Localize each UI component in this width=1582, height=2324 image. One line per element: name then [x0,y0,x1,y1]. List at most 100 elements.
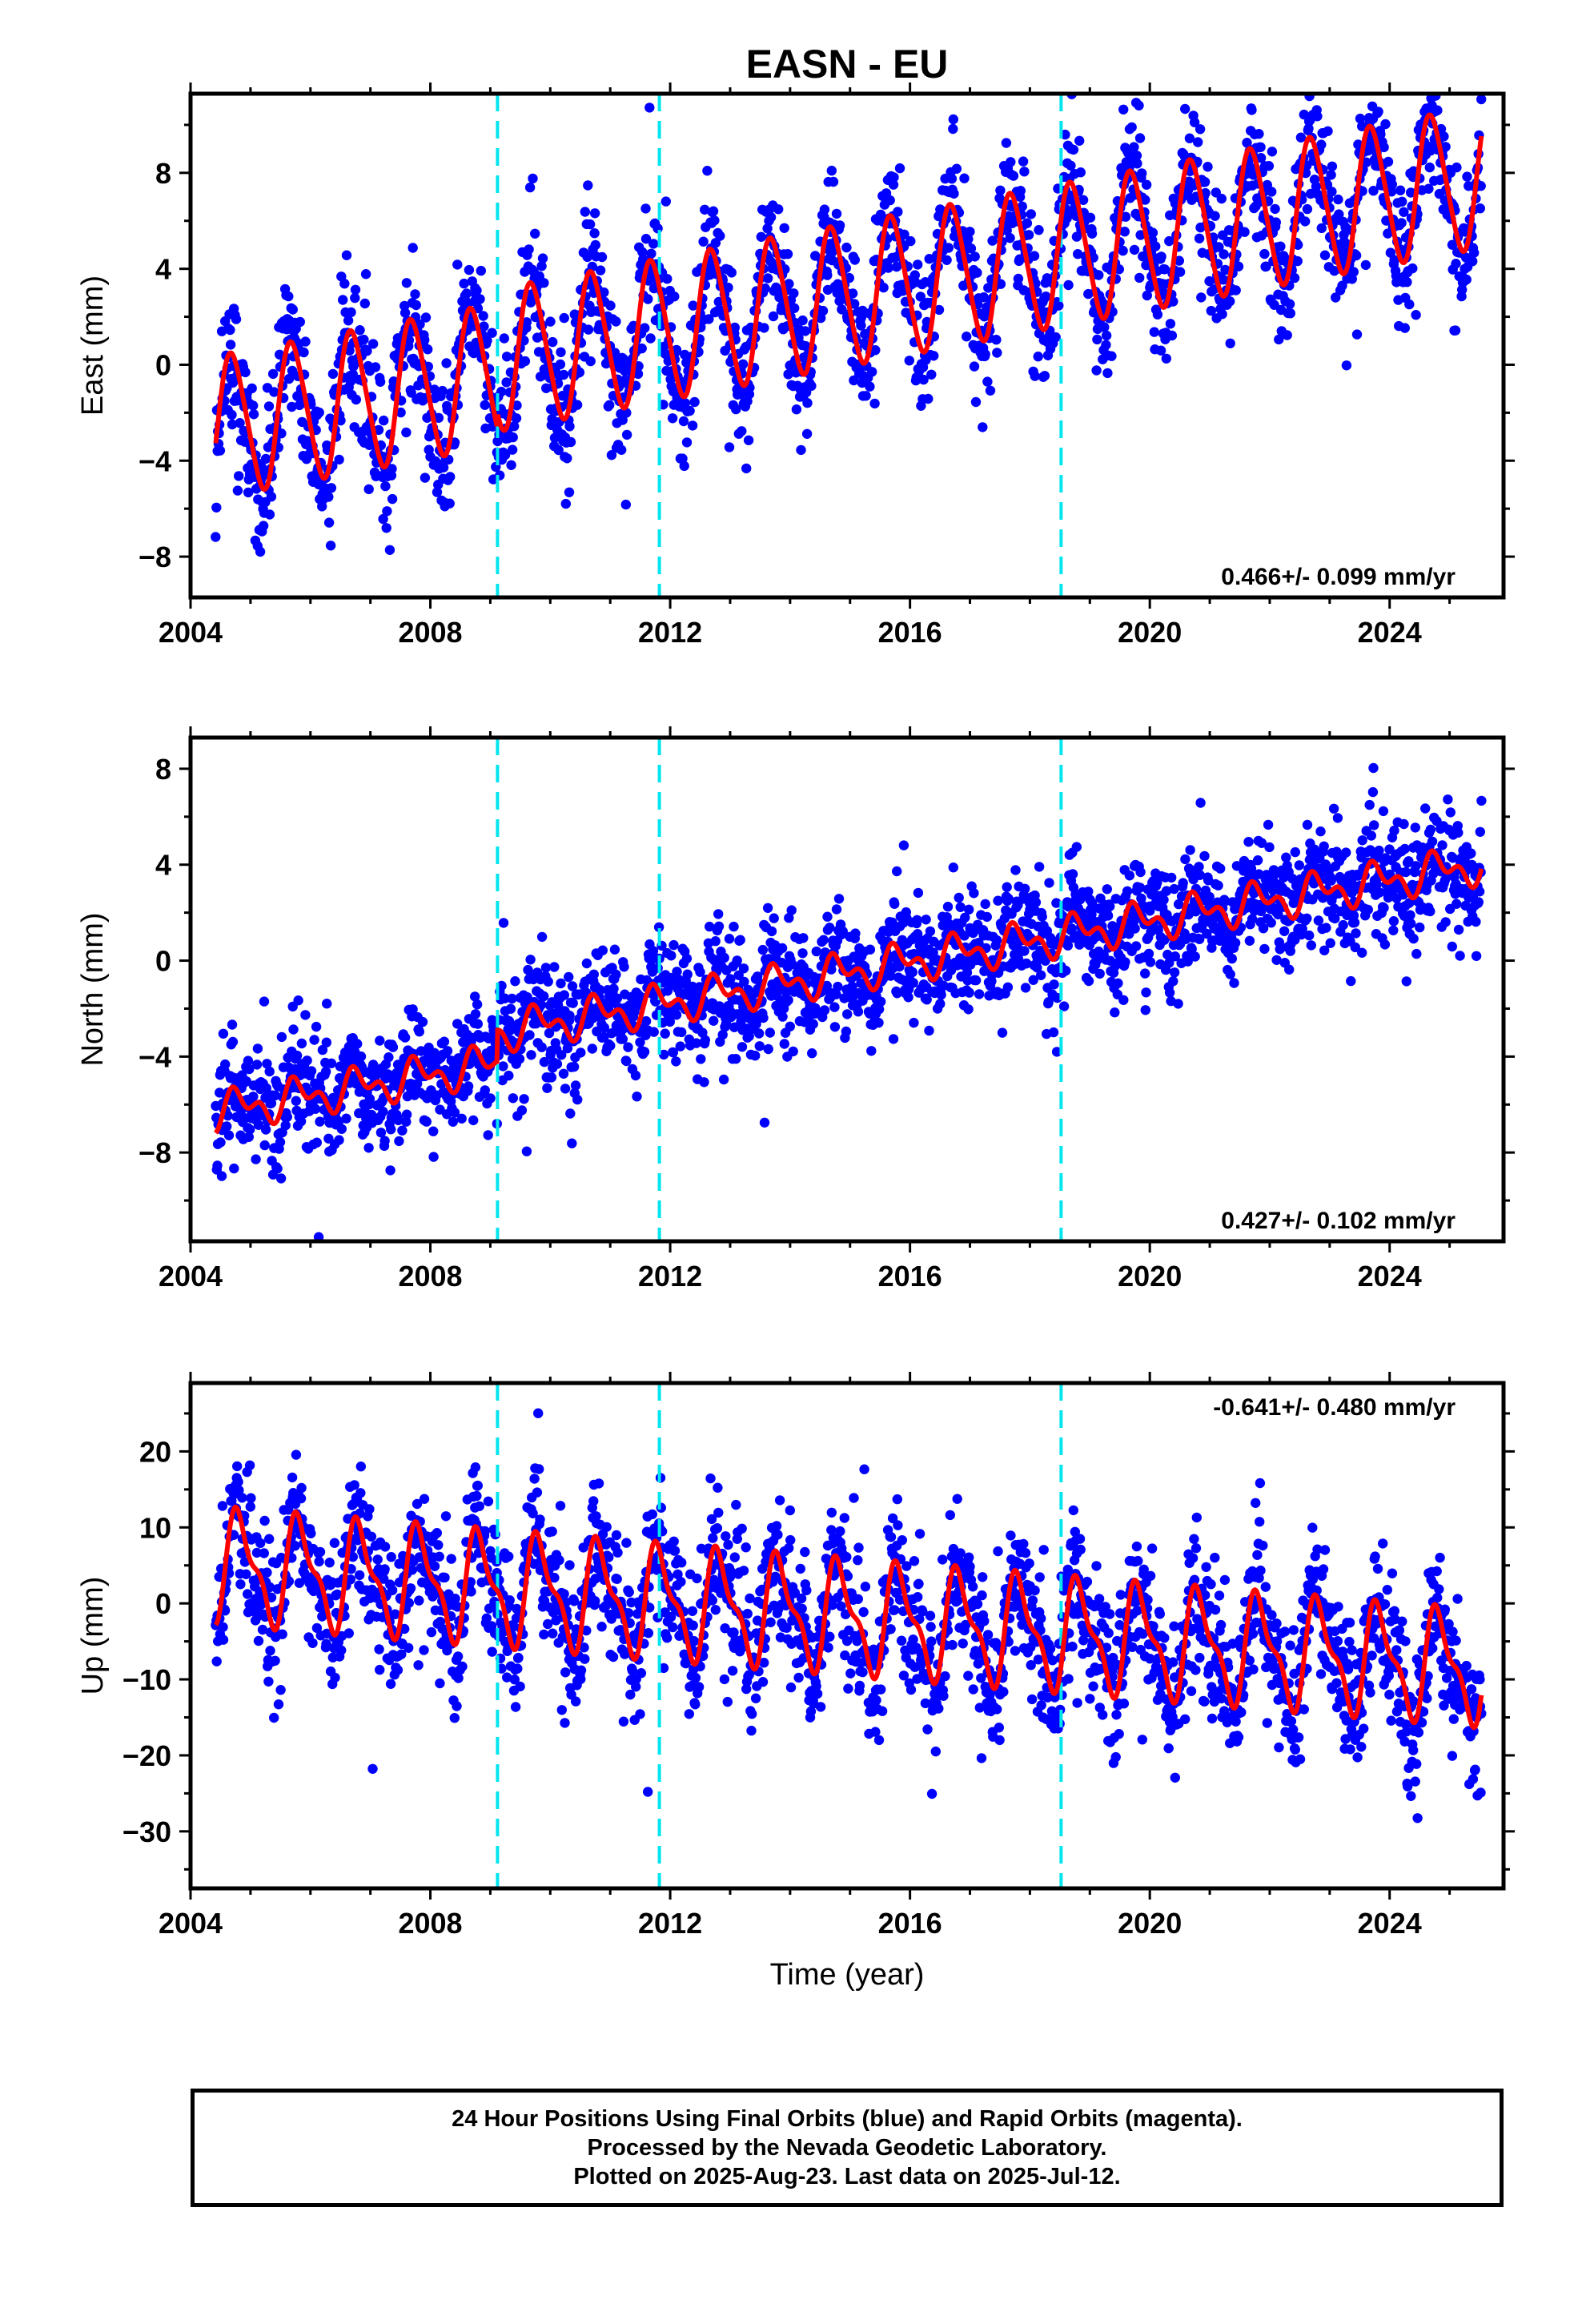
east-data-point [1239,227,1250,237]
up-data-point [364,1504,375,1514]
up-data-point [273,1699,284,1710]
east-data-point [865,381,875,392]
east-data-point [982,376,993,387]
north-data-point [1406,919,1416,929]
east-data-point [1210,211,1220,221]
east-data-point [1203,162,1213,172]
east-data-point [501,352,512,362]
north-data-point [500,993,510,1003]
east-data-point [1023,230,1034,240]
east-data-point [283,291,294,302]
up-data-point [275,1685,286,1695]
north-data-point [251,1154,261,1164]
east-data-point [1150,241,1161,251]
north-data-point [876,996,886,1007]
east-data-point [1333,194,1343,205]
east-data-point [480,400,490,410]
up-data-point [315,1546,326,1558]
east-data-point [894,163,905,174]
east-data-point [553,444,564,456]
north-data-point [570,1080,581,1091]
north-data-point [1471,916,1481,927]
north-data-point [769,913,779,923]
north-data-point [1244,935,1255,947]
north-data-point [253,1120,264,1130]
north-data-point [841,1026,852,1037]
north-data-point [1357,947,1367,958]
east-data-point [1225,338,1235,348]
north-data-point [1028,975,1038,985]
north-data-point [719,952,729,963]
north-data-point [1086,909,1097,920]
north-data-point [732,955,742,966]
north-data-point [1051,1047,1062,1057]
up-data-point [346,1564,356,1574]
north-data-point [786,905,797,915]
north-data-point [544,1027,555,1039]
east-data-point [1086,228,1098,239]
east-data-point [1156,251,1166,262]
up-data-point [387,1585,398,1596]
north-data-point [1230,938,1241,948]
north-data-point [757,944,768,955]
north-data-point [352,1039,363,1049]
east-data-point [1311,60,1320,70]
east-data-point [1247,105,1257,115]
north-data-point [942,902,954,912]
east-data-point [667,413,678,424]
east-data-point [1312,111,1323,122]
north-data-point [605,1040,616,1051]
north-data-point [779,1039,789,1049]
east-data-point [1439,131,1449,142]
east-data-point [381,523,391,533]
north-data-point [903,992,913,1003]
east-data-point [344,345,355,356]
north-data-point [1071,842,1082,852]
east-data-point [888,179,899,190]
east-data-point [1337,280,1347,291]
north-data-point [648,1027,659,1037]
north-data-point [317,1044,328,1055]
east-data-point [797,315,808,326]
east-data-point [1379,142,1389,153]
east-data-point [1152,309,1163,320]
east-data-point [482,336,492,346]
east-data-point [789,288,799,299]
north-data-point [261,1083,271,1094]
north-data-point [639,1047,650,1057]
north-rate-label: 0.427+/- 0.102 mm/yr [1221,1208,1456,1234]
north-data-point [885,971,896,981]
east-data-point [476,265,486,276]
east-data-point [680,398,691,408]
north-data-point [1195,870,1206,881]
north-data-point [1227,953,1238,964]
east-data-point [737,426,747,436]
north-data-point [777,1011,788,1022]
east-data-point [433,412,444,423]
north-data-point [1279,926,1290,937]
north-data-point [997,1027,1008,1038]
north-data-point [581,958,592,969]
east-data-point [1129,244,1140,255]
east-data-point [905,235,916,247]
x-tick-label: 2024 [1358,616,1422,649]
east-data-point [1050,332,1061,343]
east-data-point [702,166,713,176]
east-data-point [1118,104,1129,115]
north-data-point [798,933,809,943]
east-data-point [1263,161,1275,171]
north-data-point [417,1016,428,1027]
east-data-point [350,292,360,304]
east-data-point [295,316,305,328]
north-data-point [1453,827,1464,838]
east-data-point [991,335,1002,345]
north-data-point [829,1002,840,1012]
east-data-point [962,332,972,342]
east-data-point [1323,126,1333,136]
up-data-point [317,1611,327,1622]
east-data-point [276,428,287,439]
north-data-point [526,1050,536,1060]
east-data-point [401,427,412,438]
east-data-point [741,463,752,474]
north-data-point [227,1019,238,1030]
